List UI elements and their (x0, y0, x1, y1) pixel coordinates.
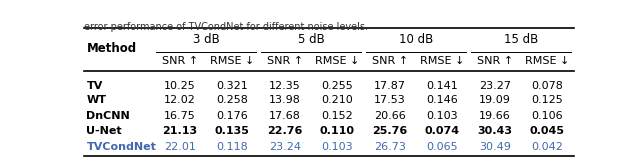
Text: 3 dB: 3 dB (193, 33, 220, 46)
Text: 19.66: 19.66 (479, 111, 511, 121)
Text: 5 dB: 5 dB (298, 33, 324, 46)
Text: 30.43: 30.43 (477, 126, 512, 136)
Text: 26.73: 26.73 (374, 142, 406, 152)
Text: 0.065: 0.065 (426, 142, 458, 152)
Text: TV: TV (86, 81, 103, 91)
Text: 0.125: 0.125 (531, 95, 563, 105)
Text: SNR ↑: SNR ↑ (267, 56, 303, 66)
Text: 17.53: 17.53 (374, 95, 406, 105)
Text: Method: Method (86, 42, 136, 55)
Text: 0.135: 0.135 (215, 126, 250, 136)
Text: WT: WT (86, 95, 106, 105)
Text: 0.074: 0.074 (425, 126, 460, 136)
Text: RMSE ↓: RMSE ↓ (210, 56, 254, 66)
Text: 12.02: 12.02 (164, 95, 196, 105)
Text: U-Net: U-Net (86, 126, 122, 136)
Text: 16.75: 16.75 (164, 111, 196, 121)
Text: 0.103: 0.103 (426, 111, 458, 121)
Text: SNR ↑: SNR ↑ (162, 56, 198, 66)
Text: 12.35: 12.35 (269, 81, 301, 91)
Text: 0.110: 0.110 (320, 126, 355, 136)
Text: RMSE ↓: RMSE ↓ (315, 56, 360, 66)
Text: 13.98: 13.98 (269, 95, 301, 105)
Text: 20.66: 20.66 (374, 111, 406, 121)
Text: SNR ↑: SNR ↑ (477, 56, 513, 66)
Text: 0.255: 0.255 (321, 81, 353, 91)
Text: 22.76: 22.76 (267, 126, 302, 136)
Text: 10.25: 10.25 (164, 81, 196, 91)
Text: 17.68: 17.68 (269, 111, 301, 121)
Text: 0.045: 0.045 (530, 126, 564, 136)
Text: 30.49: 30.49 (479, 142, 511, 152)
Text: 23.27: 23.27 (479, 81, 511, 91)
Text: 0.321: 0.321 (216, 81, 248, 91)
Text: 22.01: 22.01 (164, 142, 196, 152)
Text: 0.152: 0.152 (321, 111, 353, 121)
Text: 21.13: 21.13 (162, 126, 197, 136)
Text: DnCNN: DnCNN (86, 111, 130, 121)
Text: TVCondNet: TVCondNet (86, 142, 156, 152)
Text: 25.76: 25.76 (372, 126, 407, 136)
Text: 0.176: 0.176 (216, 111, 248, 121)
Text: SNR ↑: SNR ↑ (372, 56, 408, 66)
Text: error performance of TVCondNet for different noise levels.: error performance of TVCondNet for diffe… (84, 22, 368, 32)
Text: 0.103: 0.103 (321, 142, 353, 152)
Text: 0.210: 0.210 (321, 95, 353, 105)
Text: 17.87: 17.87 (374, 81, 406, 91)
Text: 0.042: 0.042 (531, 142, 563, 152)
Text: 0.141: 0.141 (426, 81, 458, 91)
Text: 10 dB: 10 dB (399, 33, 433, 46)
Text: 0.106: 0.106 (531, 111, 563, 121)
Text: 0.258: 0.258 (216, 95, 248, 105)
Text: RMSE ↓: RMSE ↓ (420, 56, 465, 66)
Text: 15 dB: 15 dB (504, 33, 538, 46)
Text: 23.24: 23.24 (269, 142, 301, 152)
Text: 0.078: 0.078 (531, 81, 563, 91)
Text: RMSE ↓: RMSE ↓ (525, 56, 570, 66)
Text: 19.09: 19.09 (479, 95, 511, 105)
Text: 0.118: 0.118 (216, 142, 248, 152)
Text: 0.146: 0.146 (426, 95, 458, 105)
